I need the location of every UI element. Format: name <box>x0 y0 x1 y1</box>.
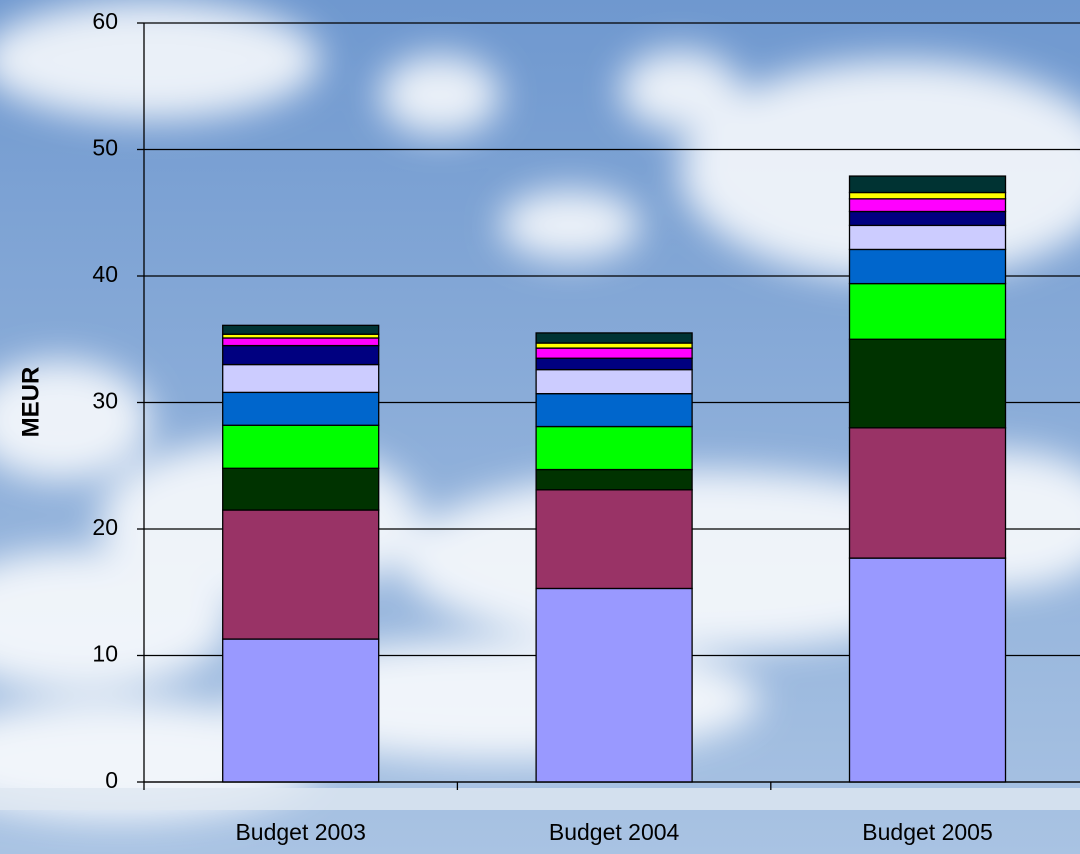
bar-segment <box>222 363 380 394</box>
bar-segment <box>222 337 380 347</box>
bar-segment <box>848 224 1007 251</box>
bar-segment <box>222 424 380 469</box>
bar-segment <box>535 332 693 344</box>
bar-segment <box>848 557 1007 783</box>
bar-segment <box>535 368 693 395</box>
bar-segment <box>848 175 1007 194</box>
bar-segment <box>848 338 1007 429</box>
bar-segment <box>222 467 380 511</box>
y-tick-label: 40 <box>92 261 118 287</box>
bar-segment <box>535 342 693 349</box>
bar-segment <box>535 587 693 783</box>
bar-segment <box>848 248 1007 285</box>
y-tick-label: 30 <box>92 388 118 414</box>
y-tick-label: 20 <box>92 514 118 540</box>
bar-segment <box>848 198 1007 213</box>
bar-segment <box>848 210 1007 227</box>
bar-segment <box>848 282 1007 340</box>
y-tick-label: 0 <box>105 767 118 793</box>
bar-segment <box>535 468 693 491</box>
bar-segment <box>535 347 693 359</box>
y-axis-label: MEUR <box>17 367 44 438</box>
bar-segment <box>222 324 380 335</box>
lower-band <box>0 788 1080 810</box>
bar-segment <box>535 489 693 590</box>
x-tick-label: Budget 2005 <box>862 819 992 845</box>
bar-segment <box>848 427 1007 559</box>
y-tick-label: 10 <box>92 641 118 667</box>
bar-segment <box>222 509 380 640</box>
bar-segment <box>535 425 693 471</box>
bar-segment <box>222 638 380 783</box>
y-tick-label: 50 <box>92 135 118 161</box>
y-tick-label: 60 <box>92 8 118 34</box>
bar-segment <box>848 191 1007 200</box>
bar-segment <box>535 357 693 371</box>
x-tick-label: Budget 2003 <box>235 819 365 845</box>
bar-segment <box>222 391 380 426</box>
bar-segment <box>222 344 380 366</box>
bar-segment <box>535 392 693 428</box>
x-tick-label: Budget 2004 <box>549 819 680 845</box>
